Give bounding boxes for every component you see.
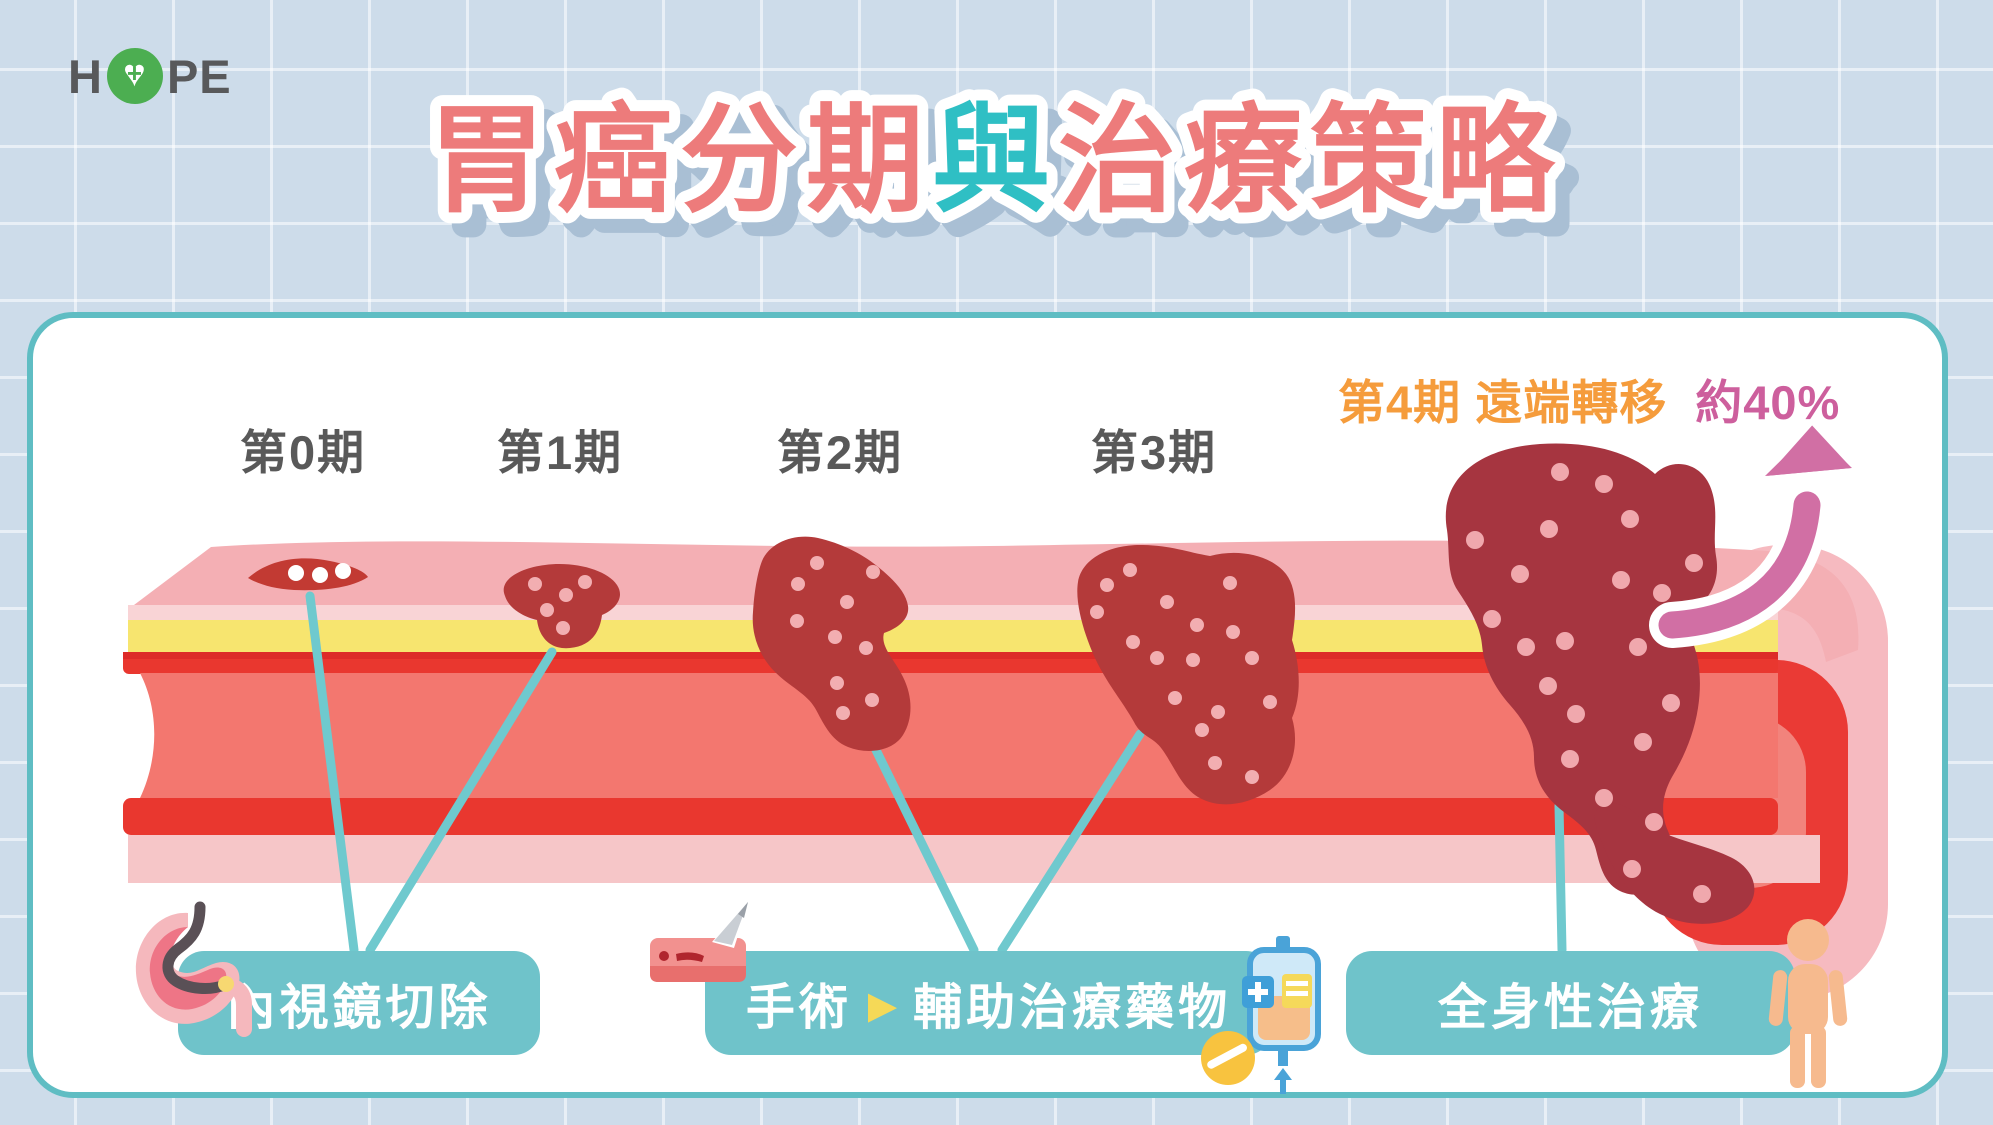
stage-label-0: 第0期 (240, 426, 367, 479)
banner1-label: 內視鏡切除 (226, 980, 492, 1035)
iv-drip-icon (1201, 936, 1321, 1094)
medical-cross-icon: + (126, 58, 144, 88)
heart-icon: ♥ (123, 53, 147, 95)
logo-heart-cross-icon: ♥ + (106, 48, 163, 104)
banner2-adjuvant-label: 輔助治療藥物 (913, 980, 1232, 1035)
logo-letters-pe: PE (166, 49, 232, 103)
banner-surgery-adjuvant: 手術 ▶ 輔助治療藥物 (705, 951, 1272, 1055)
banner-systemic-therapy: 全身性治療 (1346, 951, 1795, 1055)
title-shadow: 胃癌分期與治療策略 (442, 109, 1576, 241)
stage4-metastasis-text: 第4期 遠端轉移 (1338, 376, 1668, 429)
scalpel-icon (650, 898, 750, 982)
banner2-surgery-label: 手術 (745, 980, 852, 1035)
stage-label-1: 第1期 (497, 426, 624, 479)
patient-icon (1768, 919, 1848, 1088)
banner3-label: 全身性治療 (1437, 980, 1703, 1035)
banner-endoscopic-resection: 內視鏡切除 (178, 951, 540, 1055)
step-arrow-icon: ▶ (867, 984, 898, 1027)
hope-logo: H ♥ + PE (68, 48, 232, 104)
endoscope-stomach-icon (135, 901, 252, 1037)
stage-label-3: 第3期 (1091, 426, 1218, 479)
logo-letter-h: H (68, 49, 103, 103)
page-title: 胃癌分期與治療策略 胃癌分期與治療策略 (417, 84, 1579, 245)
stage4-rate-badge: 約40% (1695, 376, 1841, 429)
title-text: 胃癌分期與治療策略 (428, 95, 1562, 227)
stage-label-2: 第2期 (777, 426, 904, 479)
stage-label-4: 第4期 遠端轉移 約40% (1338, 364, 1840, 433)
